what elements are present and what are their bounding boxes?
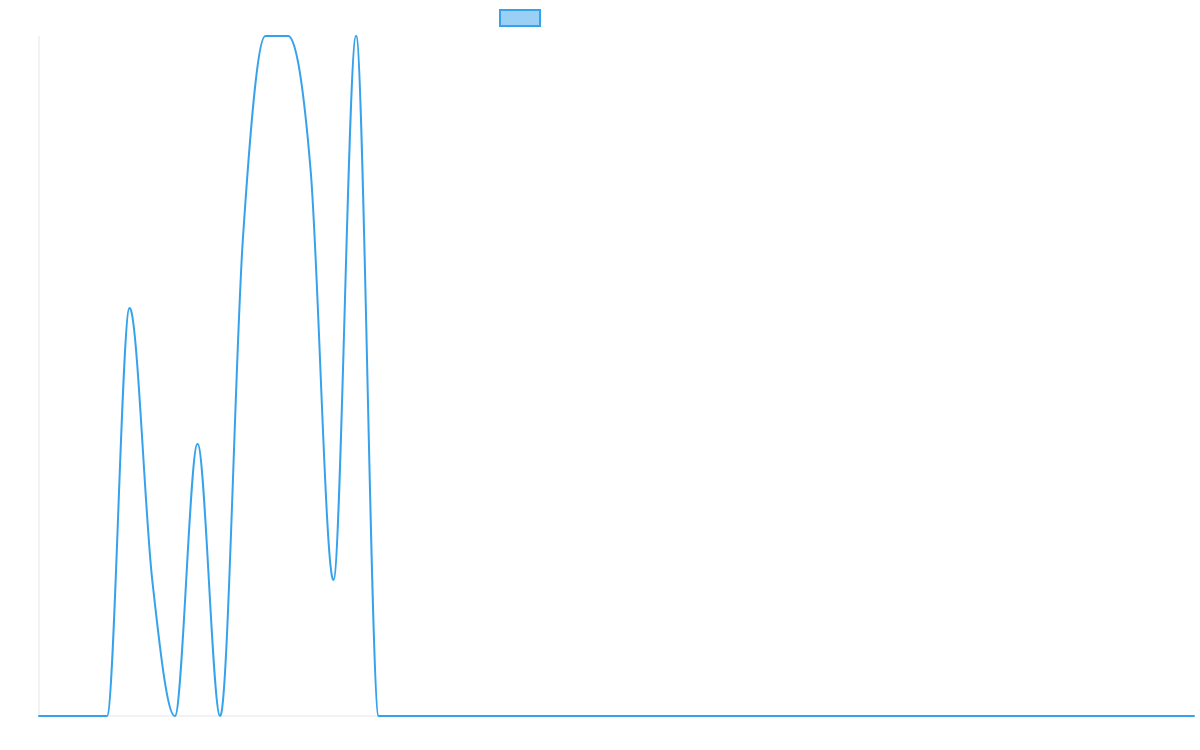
data-point[interactable] (851, 713, 857, 719)
data-point[interactable] (670, 713, 676, 719)
data-point[interactable] (398, 713, 404, 719)
data-point[interactable] (172, 713, 178, 719)
plot-area (36, 33, 1197, 719)
legend-swatch[interactable] (499, 9, 541, 27)
data-point[interactable] (761, 713, 767, 719)
data-point[interactable] (240, 237, 246, 243)
data-point[interactable] (421, 713, 427, 719)
data-point[interactable] (353, 33, 359, 39)
data-point[interactable] (262, 33, 268, 39)
data-point[interactable] (1055, 713, 1061, 719)
data-point[interactable] (512, 713, 518, 719)
data-point[interactable] (1010, 713, 1016, 719)
series-line (38, 35, 1195, 717)
data-point[interactable] (715, 713, 721, 719)
data-point[interactable] (806, 713, 812, 719)
data-point[interactable] (36, 713, 42, 719)
data-point[interactable] (965, 713, 971, 719)
data-point[interactable] (602, 713, 608, 719)
data-point[interactable] (1191, 713, 1197, 719)
data-point[interactable] (217, 713, 223, 719)
data-point[interactable] (195, 441, 201, 447)
data-point[interactable] (987, 713, 993, 719)
data-point[interactable] (466, 713, 472, 719)
data-point[interactable] (308, 169, 314, 175)
data-point[interactable] (104, 713, 110, 719)
data-point[interactable] (149, 577, 155, 583)
data-point[interactable] (1100, 713, 1106, 719)
data-point[interactable] (897, 713, 903, 719)
data-point[interactable] (489, 713, 495, 719)
data-point[interactable] (1168, 713, 1174, 719)
data-point[interactable] (534, 713, 540, 719)
data-point[interactable] (693, 713, 699, 719)
data-point[interactable] (1078, 713, 1084, 719)
data-point[interactable] (647, 713, 653, 719)
data-point[interactable] (580, 713, 586, 719)
data-point[interactable] (557, 713, 563, 719)
data-point[interactable] (1032, 713, 1038, 719)
data-point[interactable] (127, 305, 133, 311)
data-point[interactable] (919, 713, 925, 719)
data-point[interactable] (444, 713, 450, 719)
data-point[interactable] (1146, 713, 1152, 719)
data-point[interactable] (376, 713, 382, 719)
data-point[interactable] (59, 713, 65, 719)
data-point[interactable] (738, 713, 744, 719)
data-point[interactable] (1123, 713, 1129, 719)
data-point[interactable] (81, 713, 87, 719)
data-point[interactable] (625, 713, 631, 719)
data-point[interactable] (874, 713, 880, 719)
data-point[interactable] (829, 713, 835, 719)
data-point[interactable] (330, 577, 336, 583)
data-point[interactable] (783, 713, 789, 719)
data-point[interactable] (285, 33, 291, 39)
data-point[interactable] (942, 713, 948, 719)
legend[interactable] (499, 9, 541, 27)
